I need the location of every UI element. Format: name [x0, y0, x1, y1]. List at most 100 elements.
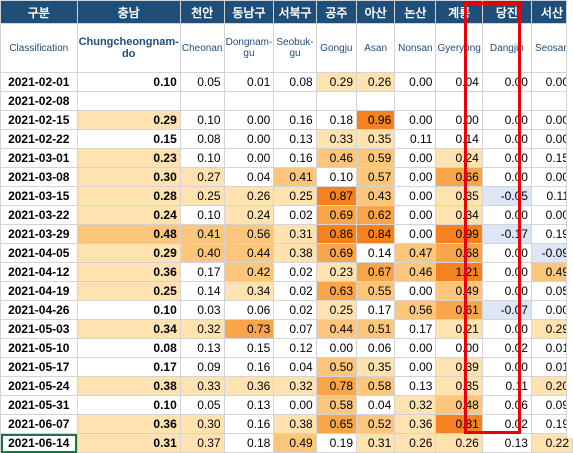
value-cell[interactable]: 0.29 [315, 72, 358, 92]
value-cell[interactable]: 0.27 [179, 167, 225, 187]
value-cell[interactable]: 0.35 [435, 376, 483, 396]
value-cell[interactable]: 0.26 [435, 433, 483, 453]
value-cell[interactable]: 0.34 [223, 281, 275, 301]
date-cell[interactable]: 2021-04-26 [0, 300, 78, 320]
value-cell[interactable]: 0.35 [435, 186, 483, 206]
value-cell[interactable]: 0.56 [394, 300, 437, 320]
value-cell[interactable]: 0.29 [76, 243, 181, 263]
value-cell[interactable]: 0.00 [481, 262, 532, 282]
date-cell[interactable]: 2021-05-31 [0, 395, 78, 415]
value-cell[interactable]: 0.00 [394, 186, 437, 206]
value-cell[interactable]: 0.23 [315, 262, 358, 282]
value-cell[interactable]: 0.00 [273, 395, 317, 415]
value-cell[interactable]: 0.14 [179, 281, 225, 301]
value-cell[interactable]: 0.14 [435, 129, 483, 149]
value-cell[interactable]: 0.24 [76, 205, 181, 225]
value-cell[interactable]: 0.00 [530, 129, 573, 149]
value-cell[interactable]: 0.05 [530, 281, 573, 301]
value-cell[interactable]: 0.73 [223, 319, 275, 339]
value-cell[interactable]: 0.02 [273, 262, 317, 282]
value-cell[interactable]: 0.00 [481, 167, 532, 187]
value-cell[interactable]: 0.29 [76, 110, 181, 130]
value-cell[interactable]: 0.00 [394, 148, 437, 168]
date-cell[interactable]: 2021-04-05 [0, 243, 78, 263]
value-cell[interactable]: 0.87 [315, 186, 358, 206]
value-cell[interactable]: 0.52 [356, 414, 396, 434]
value-cell[interactable]: 0.00 [394, 224, 437, 244]
value-cell[interactable]: 0.32 [179, 319, 225, 339]
date-cell[interactable]: 2021-02-22 [0, 129, 78, 149]
value-cell[interactable]: -0.17 [481, 224, 532, 244]
value-cell[interactable]: 0.63 [315, 281, 358, 301]
value-cell[interactable]: 0.26 [223, 186, 275, 206]
value-cell[interactable]: 0.16 [273, 148, 317, 168]
value-cell[interactable]: 0.06 [356, 338, 396, 358]
value-cell[interactable]: 0.13 [273, 129, 317, 149]
value-cell[interactable]: 0.02 [481, 414, 532, 434]
value-cell[interactable]: 0.38 [273, 414, 317, 434]
value-cell[interactable]: 0.13 [394, 376, 437, 396]
value-cell[interactable]: 0.40 [179, 243, 225, 263]
value-cell[interactable]: 0.99 [435, 224, 483, 244]
header-ko-1[interactable]: 충남 [76, 0, 181, 24]
value-cell[interactable]: 0.69 [315, 205, 358, 225]
value-cell[interactable]: 0.00 [481, 281, 532, 301]
value-cell[interactable]: 0.00 [530, 110, 573, 130]
value-cell[interactable]: 0.04 [435, 72, 483, 92]
value-cell[interactable]: 0.49 [273, 433, 317, 453]
value-cell[interactable]: 0.28 [76, 186, 181, 206]
value-cell[interactable] [179, 91, 225, 111]
value-cell[interactable]: 0.62 [356, 205, 396, 225]
date-cell[interactable]: 2021-05-03 [0, 319, 78, 339]
value-cell[interactable]: 0.01 [530, 357, 573, 377]
value-cell[interactable] [315, 91, 358, 111]
value-cell[interactable]: 0.06 [223, 300, 275, 320]
date-cell[interactable]: 2021-03-29 [0, 224, 78, 244]
value-cell[interactable]: 0.38 [76, 376, 181, 396]
value-cell[interactable]: -0.05 [481, 186, 532, 206]
value-cell[interactable]: 0.04 [273, 357, 317, 377]
value-cell[interactable]: 0.84 [356, 224, 396, 244]
value-cell[interactable]: 0.02 [273, 281, 317, 301]
header-en-8[interactable]: Gyeryong [435, 23, 483, 73]
value-cell[interactable]: 0.19 [530, 414, 573, 434]
value-cell[interactable]: 0.50 [315, 357, 358, 377]
value-cell[interactable]: 0.18 [315, 110, 358, 130]
value-cell[interactable]: 0.10 [76, 395, 181, 415]
header-ko-4[interactable]: 서북구 [273, 0, 317, 24]
value-cell[interactable]: 0.35 [356, 129, 396, 149]
value-cell[interactable] [356, 91, 396, 111]
value-cell[interactable]: 0.36 [76, 262, 181, 282]
value-cell[interactable]: 0.00 [481, 319, 532, 339]
value-cell[interactable]: 0.86 [315, 224, 358, 244]
value-cell[interactable]: 0.42 [223, 262, 275, 282]
value-cell[interactable]: 0.02 [481, 338, 532, 358]
value-cell[interactable]: 0.10 [179, 110, 225, 130]
value-cell[interactable]: -0.07 [481, 300, 532, 320]
value-cell[interactable]: 0.24 [223, 205, 275, 225]
value-cell[interactable]: 0.46 [315, 148, 358, 168]
header-ko-0[interactable]: 구분 [0, 0, 78, 24]
header-ko-9[interactable]: 당진 [481, 0, 532, 24]
value-cell[interactable]: 0.18 [223, 433, 275, 453]
value-cell[interactable]: 0.34 [76, 319, 181, 339]
value-cell[interactable] [435, 91, 483, 111]
value-cell[interactable]: 0.00 [394, 281, 437, 301]
date-cell[interactable]: 2021-04-12 [0, 262, 78, 282]
value-cell[interactable]: 0.09 [179, 357, 225, 377]
value-cell[interactable]: 0.00 [435, 110, 483, 130]
value-cell[interactable] [273, 91, 317, 111]
value-cell[interactable]: 0.10 [179, 205, 225, 225]
value-cell[interactable]: 0.23 [76, 148, 181, 168]
value-cell[interactable]: 0.00 [435, 338, 483, 358]
value-cell[interactable]: 0.17 [179, 262, 225, 282]
value-cell[interactable]: 0.10 [76, 72, 181, 92]
value-cell[interactable]: 0.67 [356, 262, 396, 282]
date-cell[interactable]: 2021-03-15 [0, 186, 78, 206]
value-cell[interactable]: 0.17 [356, 300, 396, 320]
value-cell[interactable]: 0.00 [481, 148, 532, 168]
value-cell[interactable]: 0.33 [179, 376, 225, 396]
value-cell[interactable]: 0.78 [315, 376, 358, 396]
value-cell[interactable]: 0.57 [356, 167, 396, 187]
header-en-2[interactable]: Cheonan [179, 23, 225, 73]
